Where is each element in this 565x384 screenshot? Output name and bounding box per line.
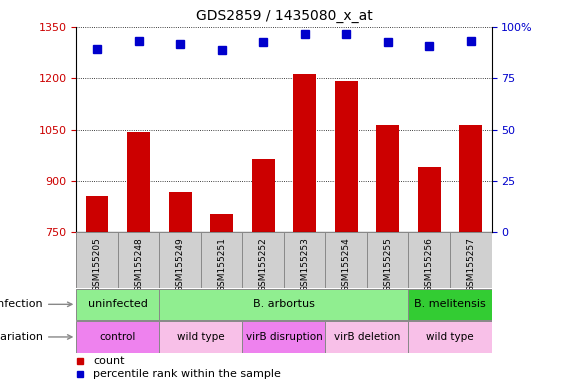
Text: GSM155257: GSM155257 (466, 237, 475, 292)
Text: GSM155255: GSM155255 (383, 237, 392, 292)
Bar (76, 321, 159, 353)
Text: GSM155256: GSM155256 (425, 237, 434, 292)
Bar (408, 289, 492, 320)
Text: GSM155205: GSM155205 (93, 237, 102, 292)
Text: B. arbortus: B. arbortus (253, 299, 315, 310)
Bar (242, 321, 325, 353)
Bar (293, 74, 316, 232)
Text: GSM155253: GSM155253 (300, 237, 309, 292)
Bar (252, 159, 275, 232)
Text: GSM155249: GSM155249 (176, 237, 185, 291)
Text: count: count (93, 356, 124, 366)
Bar (76, 289, 159, 320)
Text: control: control (99, 332, 136, 342)
Bar (159, 289, 408, 320)
Text: virB deletion: virB deletion (334, 332, 400, 342)
Text: genotype/variation: genotype/variation (0, 332, 72, 342)
Text: GSM155248: GSM155248 (134, 237, 143, 291)
Text: wild type: wild type (177, 332, 225, 342)
Bar (335, 81, 358, 232)
Text: GSM155251: GSM155251 (217, 237, 226, 292)
Bar (127, 132, 150, 232)
Text: percentile rank within the sample: percentile rank within the sample (93, 369, 281, 379)
Bar (169, 192, 192, 232)
Text: B. melitensis: B. melitensis (414, 299, 486, 310)
Bar (159, 321, 242, 353)
Bar (325, 321, 408, 353)
Bar (459, 125, 482, 232)
Title: GDS2859 / 1435080_x_at: GDS2859 / 1435080_x_at (195, 9, 372, 23)
Text: virB disruption: virB disruption (246, 332, 322, 342)
Text: GSM155254: GSM155254 (342, 237, 351, 291)
Bar (210, 214, 233, 232)
Text: GSM155252: GSM155252 (259, 237, 268, 291)
Text: wild type: wild type (426, 332, 474, 342)
Bar (86, 196, 108, 232)
Bar (418, 167, 441, 232)
Text: uninfected: uninfected (88, 299, 147, 310)
Bar (376, 125, 399, 232)
Bar (408, 321, 492, 353)
Text: infection: infection (0, 299, 72, 310)
